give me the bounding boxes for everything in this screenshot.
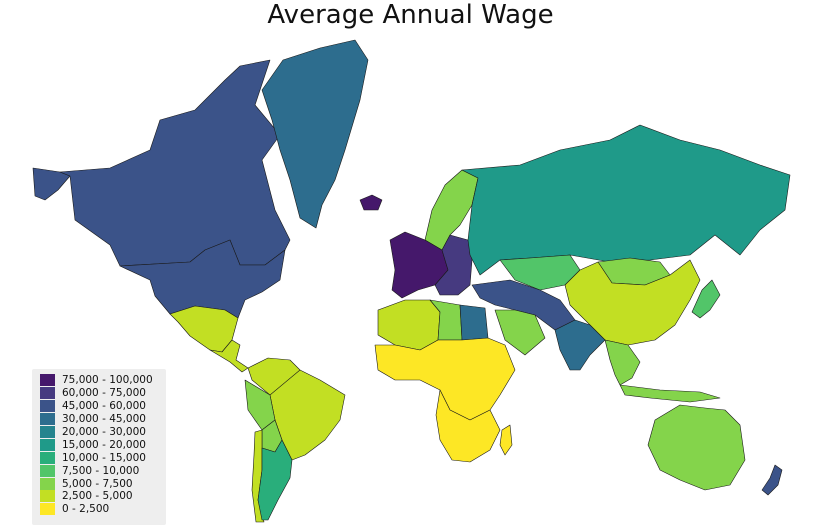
- legend-item: 60,000 - 75,000: [32, 387, 166, 400]
- region-russia[interactable]: [461, 124, 791, 276]
- legend-label: 10,000 - 15,000: [62, 451, 146, 464]
- legend-item: 20,000 - 30,000: [32, 426, 166, 439]
- map-legend: 75,000 - 100,000 60,000 - 75,000 45,000 - …: [32, 369, 166, 525]
- legend-label: 60,000 - 75,000: [62, 387, 146, 400]
- legend-label: 0 - 2,500: [62, 503, 110, 516]
- legend-swatch: [40, 387, 55, 400]
- region-canada[interactable]: [59, 59, 291, 267]
- legend-label: 15,000 - 20,000: [62, 438, 146, 451]
- legend-item: 7,500 - 10,000: [32, 464, 166, 477]
- region-madagascar[interactable]: [499, 424, 513, 456]
- legend-label: 7,500 - 10,000: [62, 464, 140, 477]
- legend-item: 30,000 - 45,000: [32, 413, 166, 426]
- region-north-africa[interactable]: [377, 299, 441, 351]
- region-saudi-arabia[interactable]: [494, 309, 546, 356]
- legend-swatch: [40, 490, 55, 503]
- legend-swatch: [40, 464, 55, 477]
- legend-swatch: [40, 413, 55, 426]
- legend-label: 5,000 - 7,500: [62, 477, 133, 490]
- legend-swatch: [40, 438, 55, 451]
- region-united-states[interactable]: [119, 239, 286, 319]
- region-egypt[interactable]: [459, 304, 489, 341]
- legend-item: 15,000 - 20,000: [32, 438, 166, 451]
- legend-item: 5,000 - 7,500: [32, 477, 166, 490]
- legend-label: 45,000 - 60,000: [62, 400, 146, 413]
- region-australia[interactable]: [647, 404, 746, 491]
- legend-item: 0 - 2,500: [32, 503, 166, 516]
- legend-label: 2,500 - 5,000: [62, 490, 133, 503]
- legend-swatch: [40, 426, 55, 438]
- legend-label: 75,000 - 100,000: [62, 374, 153, 387]
- region-central-america[interactable]: [209, 339, 249, 373]
- region-central-africa[interactable]: [374, 337, 516, 421]
- region-southern-africa[interactable]: [435, 389, 501, 463]
- region-argentina[interactable]: [257, 439, 293, 521]
- legend-label: 20,000 - 30,000: [62, 426, 146, 438]
- legend-item: 2,500 - 5,000: [32, 490, 166, 503]
- region-greenland[interactable]: [261, 39, 369, 229]
- region-india[interactable]: [554, 319, 606, 371]
- legend-item: 45,000 - 60,000: [32, 400, 166, 413]
- region-iceland[interactable]: [359, 194, 383, 211]
- region-southeast-asia[interactable]: [604, 339, 721, 403]
- legend-item: 75,000 - 100,000: [32, 374, 166, 387]
- region-japan[interactable]: [691, 279, 721, 319]
- legend-swatch: [40, 503, 55, 516]
- legend-swatch: [40, 477, 55, 490]
- region-new-zealand[interactable]: [761, 464, 783, 496]
- legend-swatch: [40, 374, 55, 387]
- region-chile[interactable]: [251, 429, 265, 523]
- region-eastern-europe[interactable]: [434, 234, 473, 296]
- legend-swatch: [40, 451, 55, 464]
- map-title: Average Annual Wage: [267, 0, 554, 30]
- legend-item: 10,000 - 15,000: [32, 451, 166, 464]
- legend-label: 30,000 - 45,000: [62, 413, 146, 426]
- legend-swatch: [40, 400, 55, 413]
